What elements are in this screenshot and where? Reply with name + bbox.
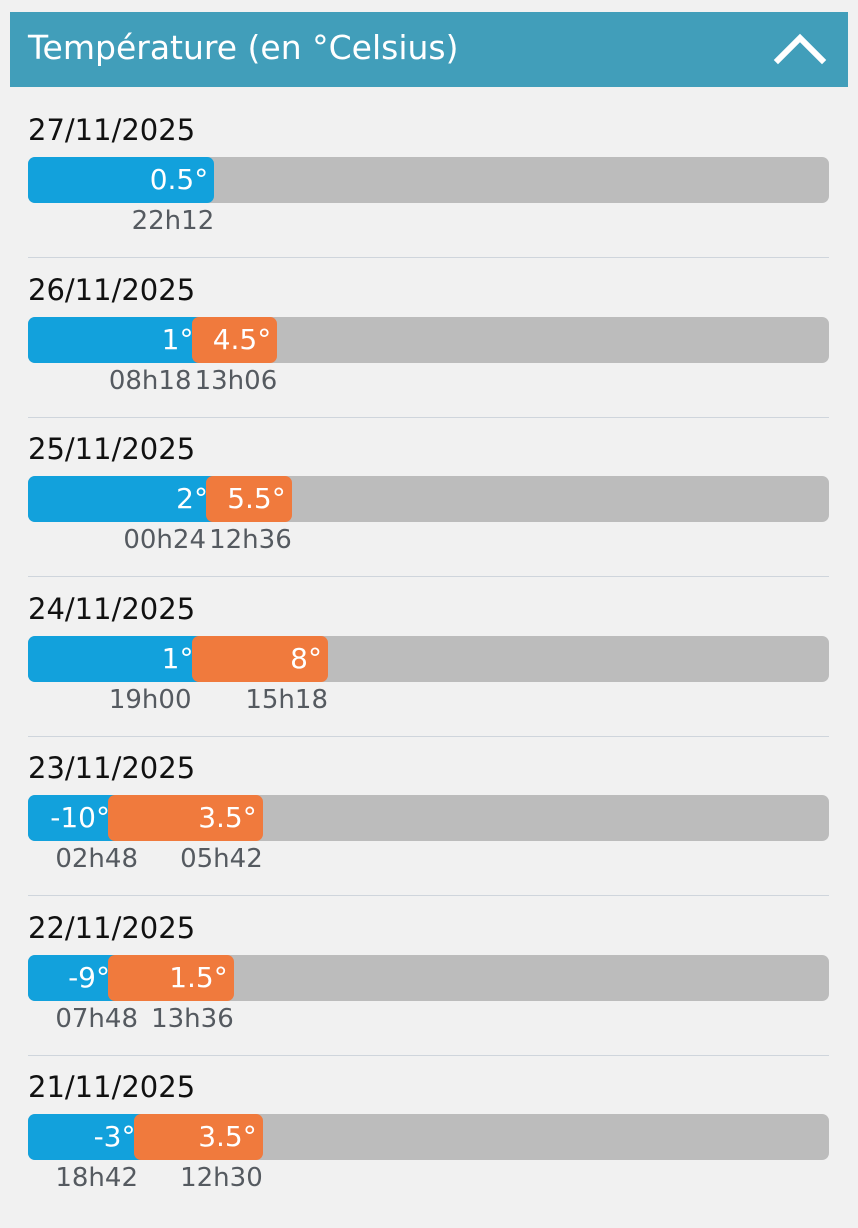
max-temperature-segment: 8°	[191, 635, 328, 682]
max-temperature-segment: 4.5°	[191, 316, 278, 363]
chevron-up-icon[interactable]	[772, 26, 828, 70]
min-time-label: 00h24	[123, 525, 206, 555]
max-temperature-segment: 5.5°	[206, 476, 292, 522]
min-temperature-segment: -3°	[28, 1114, 142, 1160]
min-temperature-segment: 1°	[28, 635, 200, 682]
day-row: 27/11/2025 0.5° 22h12	[28, 112, 829, 271]
day-date: 21/11/2025	[28, 1070, 196, 1104]
temperature-bar: -3° 3.5°	[28, 1114, 829, 1160]
temperature-bar: -9° 1.5°	[28, 954, 829, 1001]
day-date: 27/11/2025	[28, 113, 196, 147]
panel-title: Température (en °Celsius)	[28, 28, 459, 67]
temperature-bar: 2° 5.5°	[28, 476, 829, 522]
row-divider	[28, 1054, 829, 1056]
row-divider	[28, 416, 829, 418]
day-row: 22/11/2025 -9° 1.5° 07h48 13h36	[28, 910, 829, 1069]
day-row: 21/11/2025 -3° 3.5° 18h42 12h30	[28, 1069, 829, 1228]
day-row: 26/11/2025 1° 4.5° 08h18 13h06	[28, 272, 829, 431]
day-date: 25/11/2025	[28, 432, 196, 466]
max-time-label: 13h36	[151, 1003, 234, 1034]
temperature-panel: Température (en °Celsius) 27/11/2025 0.5°…	[10, 12, 848, 1200]
temperature-bar: -10° 3.5°	[28, 795, 829, 841]
min-temperature-segment: -10°	[28, 795, 116, 841]
min-temperature-segment: 0.5°	[28, 157, 215, 203]
row-divider	[28, 895, 829, 896]
day-date: 24/11/2025	[28, 591, 196, 626]
min-temperature-segment: -9°	[28, 954, 116, 1001]
min-temperature-segment: 2°	[28, 476, 214, 522]
temperature-bar: 1° 8°	[28, 635, 829, 682]
max-time-label: 12h30	[180, 1163, 263, 1193]
day-date: 22/11/2025	[28, 910, 196, 945]
day-date: 26/11/2025	[28, 272, 196, 307]
min-time-label: 19h00	[108, 684, 192, 715]
day-row: 24/11/2025 1° 8° 19h00 15h18	[28, 591, 829, 750]
day-row: 23/11/2025 -10° 3.5° 02h48 05h42	[28, 750, 829, 909]
panel-header[interactable]: Température (en °Celsius)	[10, 12, 848, 87]
max-time-label: 13h06	[194, 365, 278, 396]
temperature-bar: 1° 4.5°	[28, 316, 829, 363]
min-time-label: 02h48	[55, 844, 138, 874]
day-date: 23/11/2025	[28, 751, 196, 785]
max-time-label: 12h36	[209, 525, 292, 555]
min-time-label: 22h12	[131, 206, 215, 236]
min-temperature-segment: 1°	[28, 316, 200, 363]
row-divider	[28, 257, 829, 258]
min-time-label: 07h48	[55, 1003, 138, 1034]
max-temperature-segment: 3.5°	[133, 1114, 263, 1160]
day-row: 25/11/2025 2° 5.5° 00h24 12h36	[28, 431, 829, 590]
max-temperature-segment: 1.5°	[108, 954, 234, 1001]
max-time-label: 15h18	[245, 684, 328, 715]
min-time-label: 18h42	[55, 1163, 138, 1193]
max-temperature-segment: 3.5°	[108, 795, 263, 841]
max-time-label: 05h42	[180, 844, 263, 874]
row-divider	[28, 735, 829, 737]
temperature-bar: 0.5°	[28, 157, 829, 203]
min-time-label: 08h18	[108, 365, 192, 396]
row-divider	[28, 576, 829, 577]
